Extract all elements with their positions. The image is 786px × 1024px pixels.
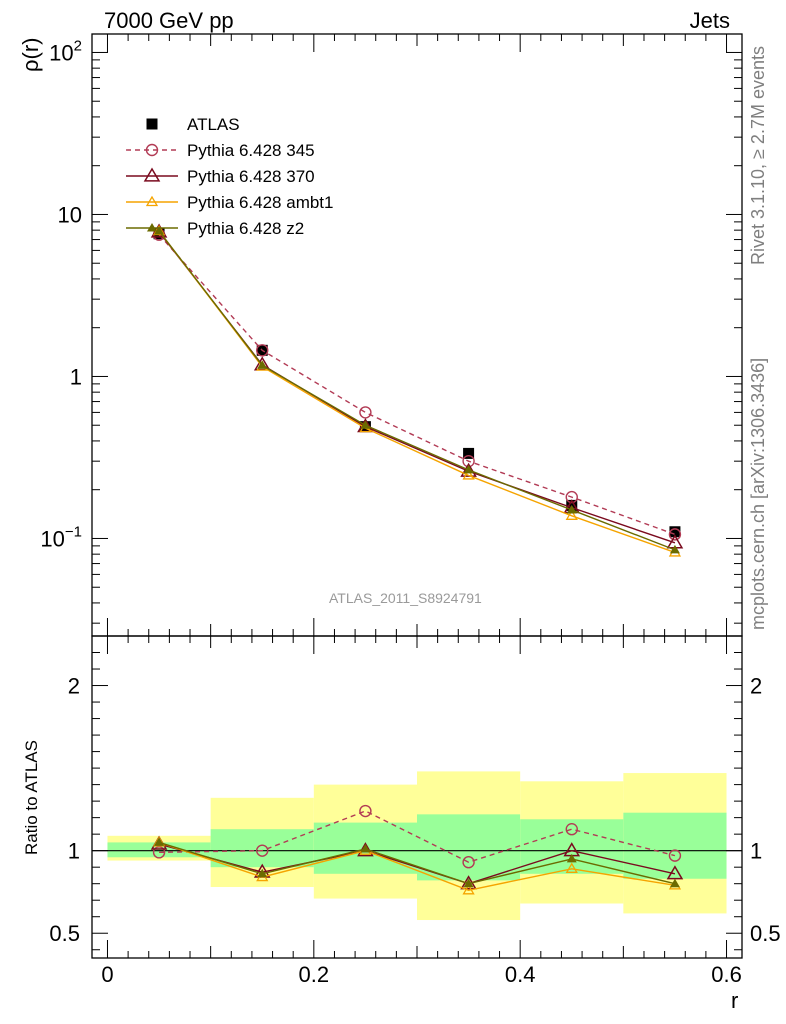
ratio-series-p345	[152, 804, 682, 869]
series-z2	[154, 226, 680, 554]
legend-entry-atlas: ATLAS	[146, 115, 240, 134]
data-point-triangle-filled	[669, 878, 680, 888]
series-atlas	[153, 228, 681, 538]
series-line	[158, 230, 676, 554]
data-point-square	[463, 447, 475, 459]
series-ambt1	[152, 224, 682, 557]
y-tick-label-main: 10	[58, 202, 82, 227]
header-right: Jets	[689, 8, 730, 33]
y-tick-label-ratio-right: 1	[750, 839, 762, 864]
series-p370	[150, 223, 684, 549]
y-tick-label-main: 102	[49, 37, 82, 65]
rivet-label: Rivet 3.1.10, ≥ 2.7M events	[748, 46, 768, 265]
data-point-circle	[256, 344, 269, 357]
legend-label: Pythia 6.428 345	[187, 141, 315, 160]
series-line	[158, 234, 676, 536]
data-point-triangle-filled	[463, 878, 474, 888]
data-point-triangle-filled	[463, 464, 474, 474]
y-tick-label-ratio: 2	[68, 674, 80, 699]
series-line	[158, 230, 676, 551]
data-point-circle	[668, 528, 682, 541]
band-inner-bin	[417, 814, 521, 881]
y-tick-label-main: 1	[70, 364, 82, 389]
data-point-circle	[145, 143, 159, 157]
y-tick-label-ratio: 1	[68, 839, 80, 864]
data-series	[150, 223, 684, 895]
data-point-triangle	[565, 509, 578, 520]
y-tick-label-ratio: 0.5	[49, 921, 80, 946]
data-point-triangle	[462, 884, 475, 895]
data-point-circle	[565, 823, 578, 836]
y-tick-label-main: 10−1	[40, 523, 82, 551]
x-tick-label: 0	[101, 962, 113, 987]
data-point-triangle-filled	[154, 226, 165, 235]
panel-frames: 10−1 1 10 102 0.5 0.5 1 1 2 2 0 0.2 0.4 0.6	[40, 33, 781, 987]
series-line	[159, 810, 676, 863]
data-point-triangle-filled	[566, 504, 577, 514]
x-tick-label: 0.6	[711, 962, 742, 987]
data-point-triangle-filled	[360, 844, 371, 853]
data-point-triangle	[143, 167, 161, 182]
series-line	[158, 841, 676, 885]
legend: ATLAS Pythia 6.428 345 Pythia 6.428 370 Pyt…	[126, 115, 333, 238]
data-point-triangle	[145, 195, 159, 207]
band-inner-bin	[520, 819, 624, 874]
data-point-triangle-filled	[257, 868, 268, 878]
ratio-series-z2	[154, 837, 680, 888]
band-inner-bin	[210, 829, 314, 868]
header-left: 7000 GeV pp	[104, 8, 234, 33]
legend-entry-p370: Pythia 6.428 370	[126, 167, 315, 186]
data-point-circle	[359, 804, 372, 818]
legend-label: ATLAS	[187, 115, 240, 134]
data-point-circle	[359, 406, 372, 419]
y-axis-label-ratio: Ratio to ATLAS	[22, 740, 41, 855]
y-axis-label-main: ρ(r)	[18, 37, 43, 73]
legend-entry-p345: Pythia 6.428 345	[126, 141, 315, 160]
y-tick-label-ratio-right: 0.5	[750, 921, 781, 946]
x-tick-label: 0.2	[299, 962, 330, 987]
x-axis-label: r	[731, 988, 739, 1013]
data-point-triangle-filled	[154, 837, 165, 846]
data-point-square	[146, 118, 158, 130]
legend-entry-ambt1: Pythia 6.428 ambt1	[126, 193, 333, 212]
analysis-watermark: ATLAS_2011_S8924791	[329, 590, 482, 606]
data-point-triangle-filled	[360, 420, 371, 429]
y-tick-label-ratio-right: 2	[750, 674, 762, 699]
legend-label: Pythia 6.428 ambt1	[187, 193, 333, 212]
uncertainty-bands	[92, 771, 742, 921]
series-line	[158, 841, 676, 892]
legend-entry-z2: Pythia 6.428 z2	[126, 219, 304, 238]
series-line	[158, 231, 676, 544]
data-point-circle	[152, 846, 166, 859]
data-point-triangle-filled	[566, 853, 577, 863]
data-point-triangle-filled	[147, 223, 157, 232]
data-point-triangle	[666, 865, 684, 880]
legend-label: Pythia 6.428 z2	[187, 219, 304, 238]
x-tick-label: 0.4	[505, 962, 536, 987]
legend-label: Pythia 6.428 370	[187, 167, 315, 186]
data-point-circle	[256, 844, 269, 857]
data-point-square	[669, 526, 681, 538]
data-point-triangle-filled	[669, 544, 680, 554]
data-point-circle	[668, 849, 682, 862]
mcplots-label: mcplots.cern.ch [arXiv:1306.3436]	[748, 357, 768, 630]
data-point-triangle-filled	[257, 360, 268, 369]
data-point-circle	[565, 490, 578, 504]
series-p345	[152, 228, 682, 541]
data-point-triangle	[462, 469, 475, 480]
data-point-triangle	[565, 862, 578, 873]
data-point-circle	[462, 856, 475, 869]
band-inner-bin	[107, 842, 211, 858]
series-line	[158, 843, 676, 885]
